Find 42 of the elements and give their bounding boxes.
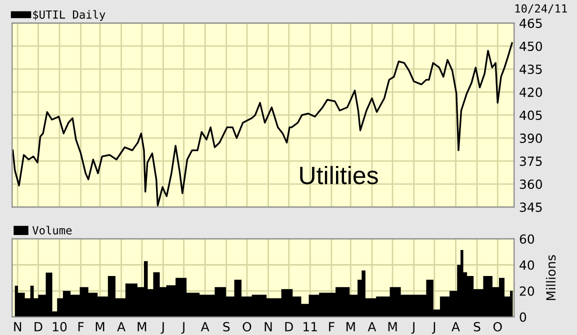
x-tick-label: S xyxy=(223,322,230,332)
y-tick-label: 360 xyxy=(520,180,542,189)
y-axis-title: Millions xyxy=(546,255,556,300)
y-tick-label: 345 xyxy=(520,202,542,212)
annotation: Utilities xyxy=(300,166,378,184)
y-tick-label: 375 xyxy=(520,156,542,166)
x-tick-label: J xyxy=(160,322,164,334)
y-tick-label: 465 xyxy=(520,18,542,28)
legend-label: $UTIL Daily xyxy=(33,10,106,21)
x-tick-label: S xyxy=(474,322,480,332)
x-tick-label: N xyxy=(14,322,22,332)
x-tick-label: M xyxy=(346,322,355,332)
x-tick-label: 11 xyxy=(304,322,317,332)
x-tick-label: M xyxy=(138,322,146,332)
x-tick-label: J xyxy=(181,322,184,334)
x-tick-label: F xyxy=(78,322,84,332)
y-tick-label: 20 xyxy=(520,286,534,296)
x-tick-label: D xyxy=(285,322,293,332)
x-tick-label: 10 xyxy=(52,322,67,332)
y-tick-label: 60 xyxy=(520,234,534,244)
text: 10/24/11 xyxy=(515,4,567,14)
y-tick-label: 0 xyxy=(520,312,526,322)
y-tick-label: 390 xyxy=(520,134,542,143)
legend-label: Volume xyxy=(32,226,72,234)
y-tick-label: 40 xyxy=(520,260,534,270)
y-tick-label: 450 xyxy=(520,42,542,52)
x-tick-label: A xyxy=(117,322,126,332)
x-tick-label: A xyxy=(200,322,210,332)
y-tick-label: 405 xyxy=(520,110,542,120)
x-tick-label: N xyxy=(264,322,272,332)
x-tick-label: O xyxy=(493,322,502,332)
x-tick-label: J xyxy=(411,322,414,334)
x-tick-label: J xyxy=(432,322,436,334)
y-tick-label: 435 xyxy=(520,64,542,74)
x-tick-label: M xyxy=(388,322,397,332)
x-tick-label: O xyxy=(242,322,252,332)
y-tick-label: 420 xyxy=(520,88,542,98)
x-tick-label: F xyxy=(329,322,334,332)
x-tick-label: M xyxy=(96,322,104,332)
x-tick-label: A xyxy=(452,322,460,332)
x-tick-label: A xyxy=(368,322,376,332)
x-tick-label: D xyxy=(34,322,42,332)
